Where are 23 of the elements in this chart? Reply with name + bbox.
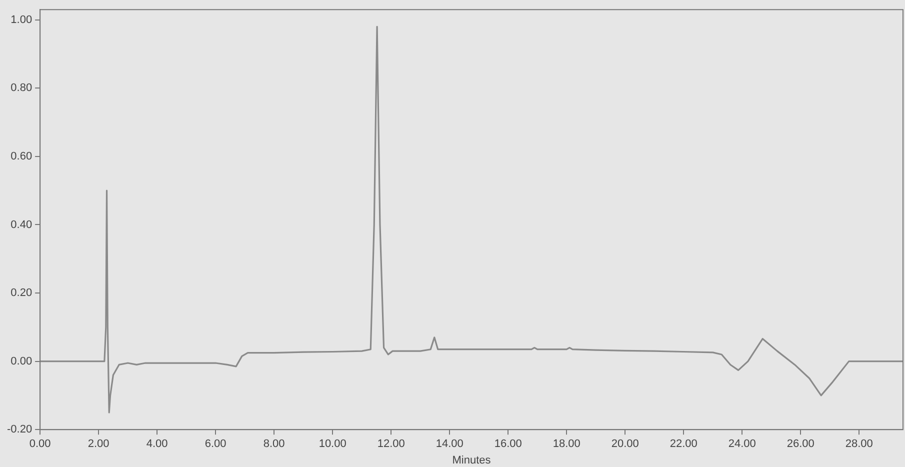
y-tick-label: 0.40 [10,218,32,231]
x-tick-label: 14.00 [436,438,464,450]
x-axis-title: Minutes [452,454,492,466]
x-tick-label: 28.00 [845,438,873,450]
x-tick-label: 26.00 [786,438,814,450]
y-tick-label: 0.00 [10,355,32,368]
x-tick-label: 20.00 [611,438,639,450]
y-tick-label: 0.60 [10,150,32,162]
x-tick-label: 16.00 [494,438,522,450]
x-tick-label: 8.00 [263,438,285,450]
x-tick-label: 0.00 [29,438,51,450]
x-tick-label: 10.00 [318,438,346,450]
y-tick-label: -0.20 [6,424,32,436]
y-tick-label: 1.00 [10,14,32,26]
x-tick-label: 6.00 [204,438,226,450]
x-tick-label: 12.00 [377,438,405,450]
y-tick-label: 0.20 [10,287,32,300]
x-tick-label: 22.00 [670,438,698,450]
x-tick-label: 2.00 [88,438,110,450]
y-tick-label: 0.80 [10,82,32,94]
x-tick-label: 4.00 [146,438,168,450]
x-tick-label: 18.00 [552,438,580,450]
x-tick-label: 24.00 [728,438,756,450]
